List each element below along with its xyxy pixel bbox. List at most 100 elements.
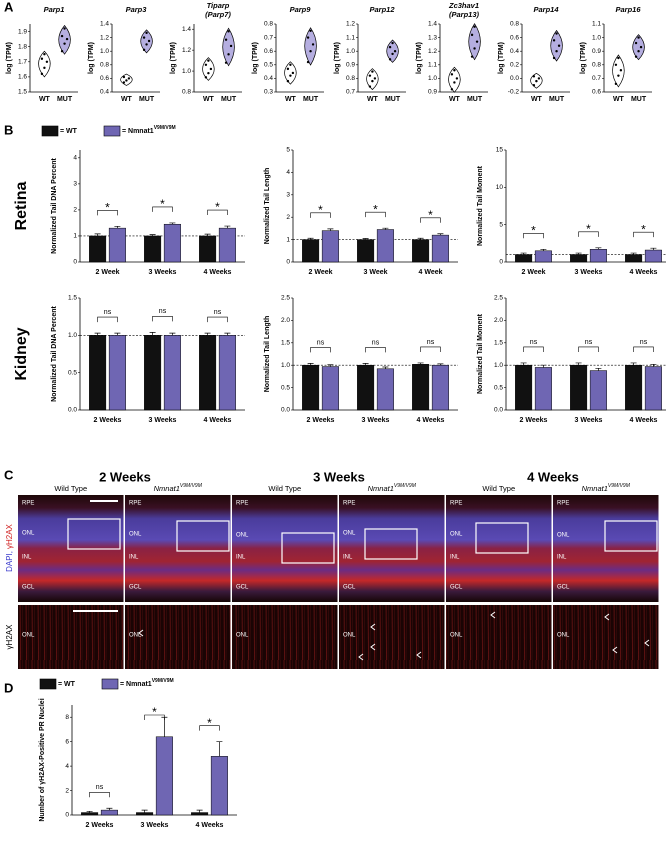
- y-tick-label: 2: [65, 787, 69, 794]
- significance-bracket: [578, 231, 599, 237]
- legend-text: = Nmnat1: [122, 128, 154, 135]
- y-tick-label: 0.5: [494, 384, 503, 391]
- data-point: [40, 72, 44, 76]
- y-tick-label: 1.5: [494, 340, 503, 347]
- x-tick-label: 4 Week: [419, 269, 443, 276]
- channel-label: DAPI, γH2AX: [5, 523, 14, 571]
- significance-label: *: [318, 203, 323, 217]
- y-tick-label: 1.0: [281, 362, 290, 369]
- data-point: [224, 61, 228, 64]
- error-bar: [650, 247, 657, 251]
- bar: [625, 364, 643, 411]
- y-tick-label: 0.3: [264, 89, 273, 96]
- y-tick-label: 1: [73, 233, 77, 240]
- y-tick-label: 0.4: [100, 89, 109, 96]
- significance-bracket: [207, 209, 228, 216]
- zoom-box: [475, 522, 529, 554]
- significance-bracket: [633, 231, 654, 238]
- y-axis-label: log (TPM): [416, 42, 423, 74]
- panel-label: A: [4, 0, 14, 14]
- data-point: [125, 79, 128, 82]
- significance-label: *: [373, 202, 378, 216]
- error-bar: [196, 809, 203, 813]
- legend-swatch: [39, 678, 57, 690]
- significance-bracket: [152, 206, 173, 212]
- data-point: [393, 50, 397, 53]
- error-bar: [307, 363, 314, 366]
- data-point: [60, 50, 64, 53]
- y-axis-label: Normalized Tail Moment: [477, 165, 484, 246]
- data-point: [40, 57, 44, 60]
- data-point: [470, 33, 474, 37]
- error-bar: [417, 237, 424, 240]
- bar: [534, 250, 552, 263]
- y-tick-label: 0.5: [68, 369, 77, 376]
- violin: [366, 68, 379, 91]
- data-point: [60, 34, 64, 38]
- bar: [570, 254, 588, 263]
- bar: [534, 367, 552, 411]
- y-tick-label: 0.6: [510, 34, 519, 41]
- bar: [412, 364, 430, 411]
- legend-sup: V9M/V9M: [152, 678, 174, 684]
- data-point: [224, 38, 228, 41]
- legend-text: = WT: [58, 681, 76, 688]
- significance-label: ns: [585, 339, 593, 346]
- condition-sup: V9M/V9M: [180, 483, 203, 489]
- error-bar: [382, 227, 389, 230]
- bar: [321, 230, 339, 263]
- x-tick-label: WT: [285, 96, 297, 103]
- significance-bracket: [365, 347, 386, 353]
- significance-bracket: [89, 791, 110, 798]
- layer-label: ONL: [22, 633, 35, 639]
- zoom-box: [281, 532, 335, 564]
- x-tick-label: MUT: [385, 96, 401, 103]
- legend-swatch: [101, 678, 119, 690]
- bar: [155, 736, 173, 816]
- data-point: [204, 63, 208, 66]
- error-bar: [327, 228, 334, 231]
- x-tick-label: 3 Weeks: [149, 269, 177, 276]
- x-tick-label: 2 Weeks: [520, 417, 548, 424]
- x-tick-label: 4 Weeks: [196, 822, 224, 829]
- error-bar: [141, 809, 148, 813]
- data-point: [388, 58, 392, 61]
- timepoint-header: 2 Weeks: [99, 469, 151, 484]
- layer-label: RPE: [450, 501, 462, 507]
- layer-label: RPE: [343, 501, 355, 507]
- panel-label: C: [4, 467, 14, 482]
- y-tick-label: 3: [286, 192, 290, 199]
- error-bar: [94, 332, 101, 336]
- bar: [218, 335, 236, 411]
- bar: [357, 239, 375, 263]
- significance-bracket: [633, 346, 654, 352]
- x-tick-label: 3 Weeks: [575, 269, 603, 276]
- significance-label: ns: [640, 339, 648, 346]
- error-bar: [362, 238, 369, 240]
- chart-title: Parp12: [369, 5, 395, 14]
- x-tick-label: 3 Week: [364, 269, 388, 276]
- legend-label: = Nmnat1V9M/V9M: [122, 125, 176, 135]
- y-tick-label: 1.8: [18, 43, 27, 50]
- bar: [515, 364, 533, 411]
- error-bar: [106, 807, 113, 811]
- data-point: [286, 79, 290, 83]
- data-point: [63, 42, 66, 45]
- x-tick-label: WT: [449, 96, 461, 103]
- y-tick-label: 0.0: [510, 75, 519, 82]
- legend-label: = WT: [58, 681, 76, 688]
- data-point: [204, 76, 208, 79]
- layer-label: RPE: [129, 501, 141, 507]
- zoom-box: [364, 528, 418, 560]
- y-axis-label: log (TPM): [170, 42, 177, 74]
- data-point: [227, 30, 230, 33]
- data-point: [555, 32, 558, 35]
- layer-label: ONL: [557, 533, 570, 539]
- y-tick-label: 1.0: [68, 332, 77, 339]
- data-point: [309, 29, 312, 32]
- y-tick-label: 1.1: [346, 34, 355, 41]
- error-bar: [149, 234, 156, 236]
- layer-label: INL: [450, 555, 460, 561]
- bar: [199, 235, 217, 263]
- condition-sup: V9M/V9M: [608, 483, 631, 489]
